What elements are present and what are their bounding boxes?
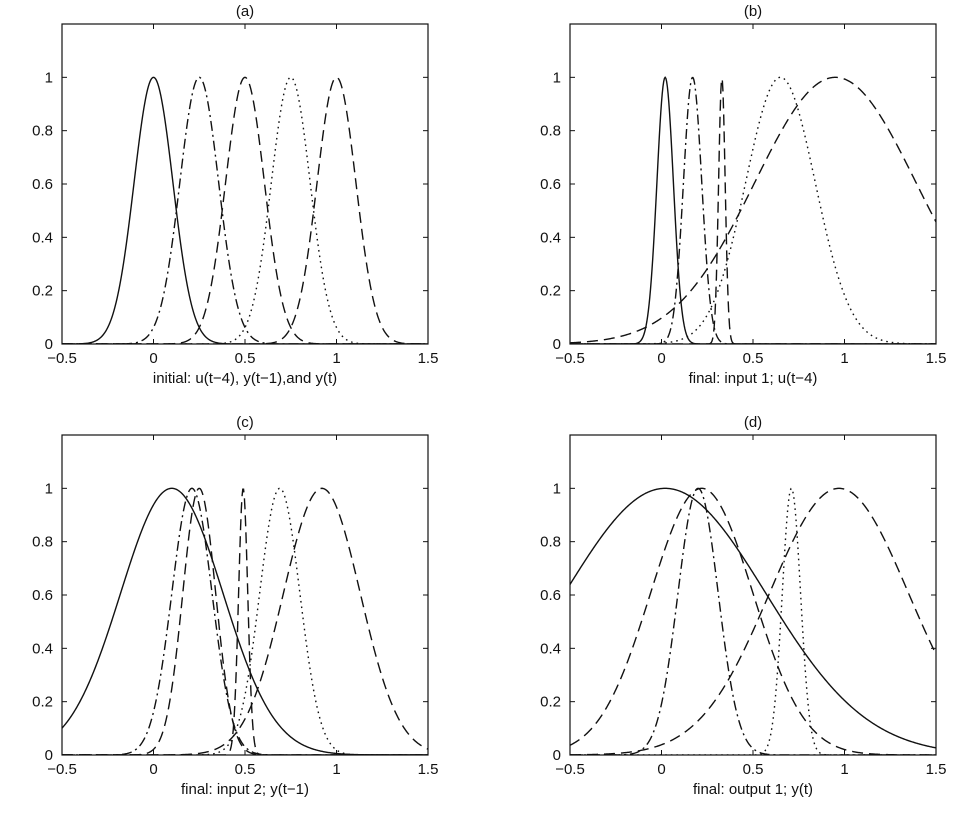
- panel-b-axes-frame: [569, 23, 937, 345]
- panel-b-xtick-label: 0: [657, 350, 665, 367]
- panel-a-ytick-label: 0.6: [32, 176, 53, 193]
- panel-d-ytick-label: 0: [553, 747, 561, 764]
- panel-a-series-1-line: [62, 76, 428, 344]
- panel-d-series-1-line: [570, 487, 936, 749]
- panel-c-series-1-line: [62, 487, 428, 755]
- panel-d-series-2-line: [570, 487, 936, 755]
- panel-a-xlabel: initial: u(t−4), y(t−1),and y(t): [153, 370, 337, 387]
- panel-a-xtick-label: −0.5: [47, 350, 77, 367]
- panel-b-xtick-label: 1: [840, 350, 848, 367]
- panel-c-ytick-label: 0.8: [32, 534, 53, 551]
- panel-c-series-5-line: [62, 487, 428, 755]
- panel-b-ytick-label: 1: [553, 69, 561, 86]
- panel-a-series-5-line: [62, 76, 428, 344]
- panel-c-series-4-line: [62, 488, 428, 755]
- panel-d-xtick-label: 1.5: [926, 761, 947, 778]
- panel-b-title: (b): [744, 3, 762, 20]
- panel-c-series-6-line: [62, 487, 428, 755]
- panel-d-xtick-label: 1: [840, 761, 848, 778]
- panel-d-xlabel: final: output 1; y(t): [693, 781, 813, 798]
- panel-c-series-3-line: [62, 487, 428, 755]
- panel-c-title: (c): [236, 414, 254, 431]
- panel-d-series-3-line: [570, 487, 936, 755]
- panel-a-xtick-label: 1.5: [418, 350, 439, 367]
- panel-c-ytick-label: 0.2: [32, 694, 53, 711]
- panel-a-title: (a): [236, 3, 254, 20]
- panel-b-ytick-label: 0.2: [540, 283, 561, 300]
- panel-b-ytick-label: 0.6: [540, 176, 561, 193]
- panel-a-series-2-line: [62, 76, 428, 344]
- panel-d-ytick-label: 0.2: [540, 694, 561, 711]
- panel-c-curves: [62, 487, 428, 755]
- panel-b-ytick-label: 0.8: [540, 123, 561, 140]
- panel-c-xtick-label: 1: [332, 761, 340, 778]
- panel-a-xtick-label: 0.5: [235, 350, 256, 367]
- panel-a-curves: [62, 76, 428, 344]
- panel-a-series-4-line: [62, 76, 428, 344]
- panel-a-xtick-label: 0: [149, 350, 157, 367]
- panel-a-ytick-label: 0: [45, 336, 53, 353]
- panel-d-xtick-label: −0.5: [555, 761, 585, 778]
- panel-b-xtick-label: 1.5: [926, 350, 947, 367]
- panel-b-curves: [570, 76, 936, 344]
- panel-c-axes-frame: [61, 434, 429, 756]
- panel-d-ytick-label: 0.8: [540, 534, 561, 551]
- panel-c-ytick-label: 1: [45, 480, 53, 497]
- panel-c-ytick-label: 0: [45, 747, 53, 764]
- panel-d-curves: [570, 487, 936, 755]
- panel-d-series-5-line: [570, 487, 936, 755]
- panel-a-ytick-label: 0.8: [32, 123, 53, 140]
- panel-c-xtick-label: 0: [149, 761, 157, 778]
- panel-d-series-4-line: [570, 487, 936, 755]
- panel-d-ytick-label: 0.6: [540, 587, 561, 604]
- panel-c-ytick-label: 0.4: [32, 640, 53, 657]
- panel-c-xtick-label: 0.5: [235, 761, 256, 778]
- panel-b-xtick-label: −0.5: [555, 350, 585, 367]
- panel-a-ytick-label: 0.4: [32, 229, 53, 246]
- panel-a-ytick-label: 1: [45, 69, 53, 86]
- panel-d-xtick-label: 0: [657, 761, 665, 778]
- panel-d-title: (d): [744, 414, 762, 431]
- panel-b-series-3-line: [570, 78, 936, 344]
- panel-b-ytick-label: 0.4: [540, 229, 561, 246]
- panel-c-series-2-line: [62, 487, 428, 755]
- panel-a-ytick-label: 0.2: [32, 283, 53, 300]
- panel-b-series-5-line: [570, 76, 936, 344]
- panel-c-xlabel: final: input 2; y(t−1): [181, 781, 309, 798]
- panel-c-ytick-label: 0.6: [32, 587, 53, 604]
- panel-c-xtick-label: −0.5: [47, 761, 77, 778]
- panel-d-xtick-label: 0.5: [743, 761, 764, 778]
- panel-a-series-3-line: [62, 76, 428, 344]
- panel-c-xtick-label: 1.5: [418, 761, 439, 778]
- panel-b-ytick-label: 0: [553, 336, 561, 353]
- panel-b-xlabel: final: input 1; u(t−4): [689, 370, 818, 387]
- panel-a-xtick-label: 1: [332, 350, 340, 367]
- panel-d-ytick-label: 0.4: [540, 640, 561, 657]
- panel-b-xtick-label: 0.5: [743, 350, 764, 367]
- panel-d-ytick-label: 1: [553, 480, 561, 497]
